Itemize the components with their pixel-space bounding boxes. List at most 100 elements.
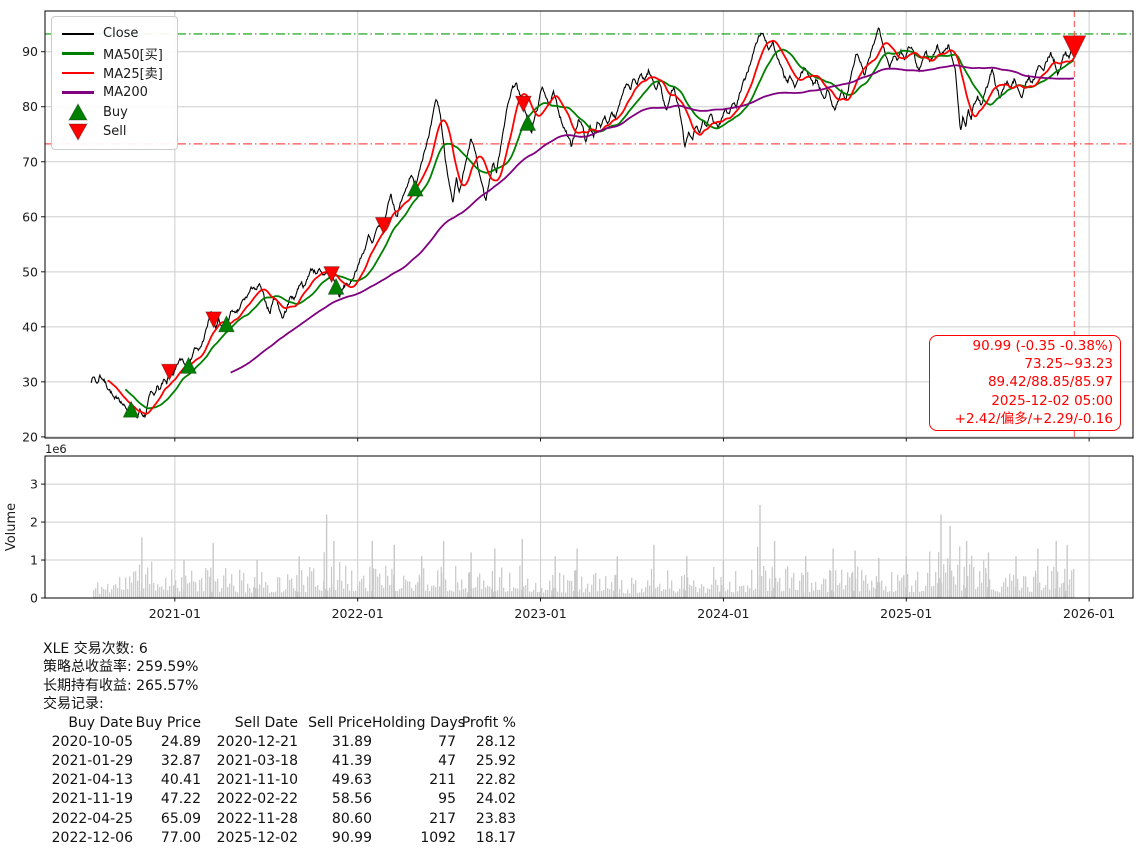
legend-item-ma50: MA50[买]	[61, 44, 163, 64]
y-tick-label: 40	[22, 319, 38, 334]
final-sell-marker	[1062, 35, 1087, 60]
volume-spike	[494, 548, 496, 598]
trade-table-header-cell: Sell Price	[308, 714, 372, 731]
close-line-swatch	[61, 32, 95, 36]
trade-table-row-cell: 22.82	[475, 772, 516, 789]
legend-item-label: MA200	[103, 85, 148, 101]
volume-spike	[949, 525, 951, 598]
price-annotation-box: 90.99 (-0.35 -0.38%) 73.25~93.23 89.42/8…	[929, 335, 1121, 432]
trade-table-header: Buy Date Buy Price Sell Date Sell PriceHold…	[43, 714, 516, 733]
trade-table-row-cell: 32.87	[160, 753, 201, 770]
trade-table-row-cell: 24.02	[475, 791, 516, 808]
sell-marker	[160, 363, 178, 382]
legend-item-label: MA25[卖]	[103, 67, 163, 83]
buy-marker	[519, 113, 537, 131]
legend-item-close: Close	[61, 24, 163, 44]
trade-table-row-cell: 31.89	[331, 733, 372, 750]
annotation-ma-values: 89.42/88.85/85.97	[987, 374, 1113, 391]
trade-table-row-cell: 25.92	[475, 753, 516, 770]
price-volume-chart: 20 30 40 50 60 70 80 90 0 1 2 3 2021-01 2022-01 2023-0…	[4, 10, 1134, 621]
trade-table-row-cell: 2022-04-25	[51, 810, 133, 827]
trade-markers	[122, 35, 1087, 418]
trade-table-row: 2021-04-13 40.41 2021-11-10 49.63 211 22.82	[43, 771, 516, 790]
volume-spike	[470, 552, 472, 598]
price-series	[90, 27, 1075, 419]
y-tick-label: 20	[22, 429, 38, 444]
sell-marker	[205, 311, 223, 329]
legend: Close MA50[买] MA25[卖] MA200 Buy Sell	[51, 16, 178, 150]
volume-spike	[1055, 541, 1057, 598]
x-tick-label: 2024-01	[697, 606, 749, 621]
buy-marker	[180, 356, 198, 374]
trades-count-line: XLE 交易次数: 6	[43, 640, 516, 658]
buyhold-return-label: 长期持有收益:	[43, 677, 132, 694]
trade-table-row-cell: 77.00	[160, 829, 201, 846]
trade-table-row: 2020-10-05 24.89 2020-12-21 31.89 77 28.12	[43, 733, 516, 752]
volume-spike	[1066, 544, 1068, 598]
ma25-line-swatch	[61, 71, 95, 75]
x-tick-label: 2021-01	[149, 606, 201, 621]
trades-count-label: XLE 交易次数:	[43, 641, 135, 657]
volume-spike	[878, 558, 880, 598]
volume-spike	[940, 514, 942, 598]
x-tick-label: 2022-01	[332, 606, 384, 621]
trade-table-row-cell: 2021-01-29	[51, 753, 133, 770]
volume-spike	[554, 556, 556, 598]
volume-spike	[325, 514, 328, 598]
volume-spike	[722, 560, 725, 598]
buyhold-return-value: 265.57%	[136, 677, 199, 694]
trade-table-row-cell: 65.09	[160, 810, 201, 827]
trade-table-row-cell: 77	[438, 733, 456, 750]
volume-spike	[905, 556, 907, 598]
trade-table-header-cell: Buy Price	[135, 714, 201, 731]
volume-spike	[521, 539, 523, 598]
buyhold-return-line: 长期持有收益: 265.57%	[43, 677, 516, 695]
buy-marker	[406, 179, 424, 197]
trade-records-table: Buy Date Buy Price Sell Date Sell PriceHold…	[43, 714, 516, 848]
trade-table-header-cell: Holding Days	[372, 714, 465, 731]
volume-spike	[141, 537, 143, 598]
y-tick-label: 80	[22, 99, 38, 114]
buy-marker	[122, 400, 140, 418]
volume-spike	[832, 548, 834, 598]
trade-table-row-cell: 2021-11-10	[216, 772, 298, 789]
trade-table-row-cell: 2021-11-19	[51, 791, 133, 808]
y-tick-label: 60	[22, 209, 38, 224]
trade-records-label: 交易记录:	[43, 696, 104, 713]
trade-table-row-cell: 49.63	[331, 772, 372, 789]
trade-table-row-cell: 23.83	[475, 810, 516, 827]
volume-spike	[421, 556, 423, 598]
y-tick-label: 30	[22, 374, 38, 389]
volume-spike	[576, 548, 578, 598]
legend-item-ma200: MA200	[61, 83, 163, 103]
trade-table-row-cell: 47.22	[160, 791, 201, 808]
volume-spike	[1015, 556, 1017, 598]
trade-table-row-cell: 1092	[420, 829, 456, 846]
trade-table-row-cell: 2020-12-21	[216, 733, 298, 750]
trade-table-row-cell: 40.41	[160, 772, 201, 789]
trade-table-row-cell: 217	[429, 810, 456, 827]
legend-item-buy: Buy	[61, 102, 163, 122]
trade-table-row-cell: 2020-10-05	[51, 733, 133, 750]
sell-marker	[514, 95, 532, 114]
close-line	[90, 27, 1075, 419]
y-tick-label: 50	[22, 264, 38, 279]
ma200-line-swatch	[61, 91, 95, 94]
trade-table-header-cell: Sell Date	[234, 714, 298, 731]
x-tick-label: 2025-01	[880, 606, 932, 621]
trade-table-row-cell: 41.39	[331, 753, 372, 770]
legend-item-label: MA50[买]	[103, 47, 163, 63]
annotation-last-price: 90.99 (-0.35 -0.38%)	[972, 338, 1113, 354]
volume-spike	[333, 541, 335, 598]
volume-spike	[805, 556, 807, 598]
y-tick-label: 90	[22, 44, 38, 59]
volume-spike	[1037, 548, 1039, 598]
volume-spike	[773, 541, 776, 598]
trade-table-row-cell: 2025-12-02	[216, 829, 298, 846]
annotation-timestamp: 2025-12-02 05:00	[991, 392, 1113, 409]
volume-spike	[183, 560, 185, 598]
sell-marker	[374, 217, 392, 235]
volume-spike	[212, 542, 214, 598]
trade-table-row-cell: 2022-11-28	[216, 810, 298, 827]
trade-table-row-cell: 211	[429, 772, 456, 789]
